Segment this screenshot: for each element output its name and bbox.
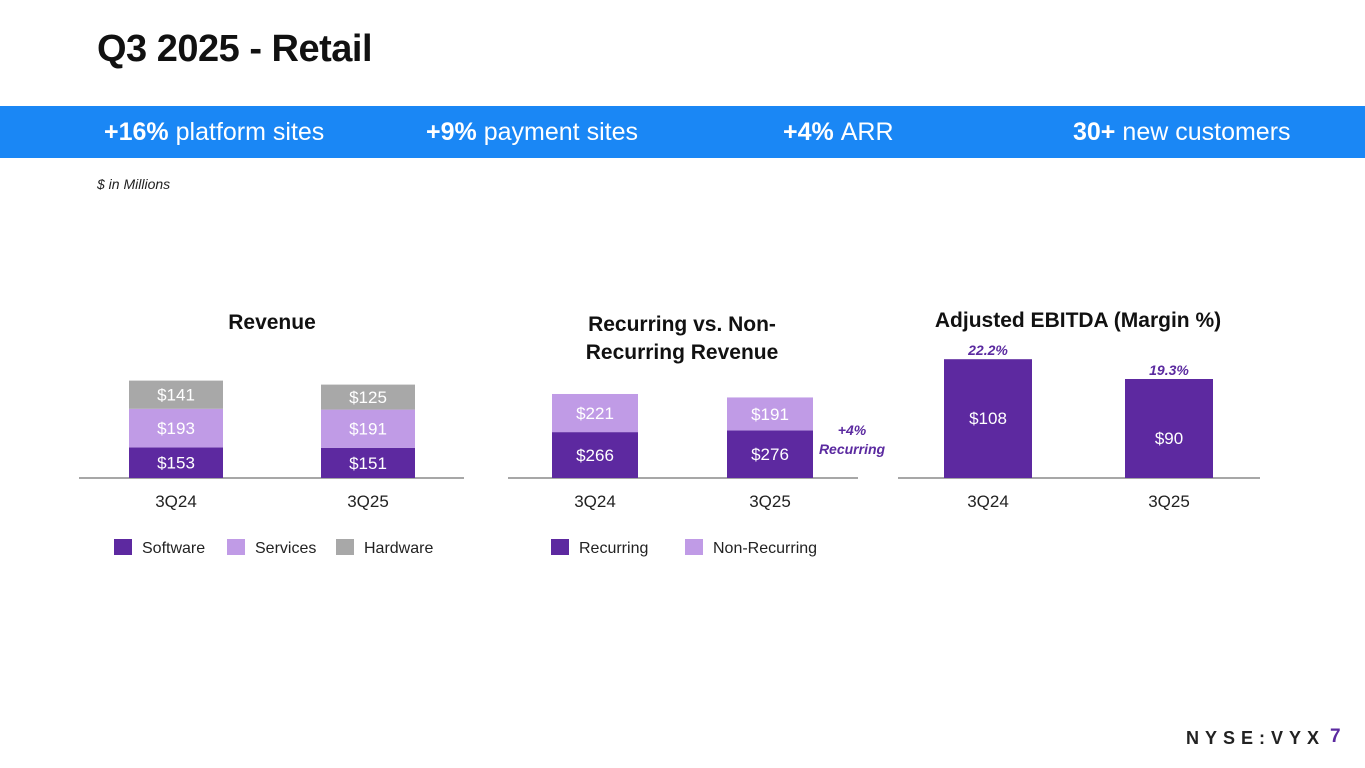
data-label: $193 (157, 419, 195, 438)
stat-value: 30+ (1073, 118, 1116, 146)
bar-segment-services (129, 408, 223, 448)
bar-segment-recurring (727, 430, 813, 478)
exchange-ticker: NYSE:VYX (1186, 728, 1326, 748)
x-tick-label: 3Q24 (967, 492, 1009, 511)
bar-ebitda (944, 359, 1032, 478)
legend-swatch-services (227, 539, 245, 555)
legend-label: Software (142, 540, 206, 557)
recurring-chart-title-line2: Recurring Revenue (585, 341, 779, 364)
bar-segment-software (129, 447, 223, 478)
data-label: $90 (1155, 429, 1183, 448)
stat-label: new customers (1122, 118, 1291, 146)
page-title: Q3 2025 - Retail (97, 28, 373, 70)
bar-segment-recurring (552, 432, 638, 478)
stat-label: platform sites (175, 118, 325, 146)
bar-segment-non-recurring (552, 393, 638, 433)
legend-swatch-recurring (551, 539, 569, 555)
data-label: $266 (576, 446, 614, 465)
legend-label: Non-Recurring (713, 540, 818, 557)
stat-payment-sites: +9% payment sites (426, 106, 638, 158)
legend-software: Software (114, 539, 205, 559)
stat-value: +16% (104, 118, 169, 146)
stat-new-customers: 30+ new customers (1073, 106, 1291, 158)
data-label: $191 (349, 420, 387, 439)
data-label: $125 (349, 388, 387, 407)
revenue-chart-title: Revenue (228, 311, 316, 334)
bar-segment-software (321, 447, 415, 478)
bar-ebitda (1125, 379, 1213, 478)
margin-label: 19.3% (1149, 362, 1189, 378)
units-note: $ in Millions (97, 176, 171, 192)
x-tick-label: 3Q24 (155, 492, 197, 511)
legend-recurring: Recurring (551, 539, 648, 559)
x-tick-label: 3Q24 (574, 492, 616, 511)
bar-segment-services (321, 409, 415, 448)
legend-swatch-software (114, 539, 132, 555)
x-tick-label: 3Q25 (749, 492, 791, 511)
annotation-growth: +4% (838, 422, 867, 438)
stat-platform-sites: +16% platform sites (104, 106, 324, 158)
stat-arr: +4% ARR (783, 106, 894, 158)
page-number: 7 (1330, 726, 1341, 747)
data-label: $153 (157, 454, 195, 473)
data-label: $108 (969, 409, 1007, 428)
legend-swatch-hardware (336, 539, 354, 555)
recurring-chart-title: Recurring vs. Non- Recurring Revenue (552, 311, 812, 367)
stat-label: ARR (840, 118, 894, 146)
legend-services: Services (227, 539, 316, 559)
margin-label: 22.2% (967, 342, 1008, 358)
recurring-chart-title-line1: Recurring vs. Non- (588, 313, 776, 336)
bar-segment-non-recurring (727, 397, 813, 431)
data-label: $221 (576, 404, 614, 423)
annotation-label: Recurring (819, 441, 886, 457)
stat-label: payment sites (483, 118, 638, 146)
ebitda-chart-title: Adjusted EBITDA (Margin %) (934, 309, 1222, 332)
legend-label: Services (255, 540, 317, 557)
legend-hardware: Hardware (336, 539, 433, 559)
x-tick-label: 3Q25 (347, 492, 389, 511)
stat-value: +4% (783, 118, 834, 146)
legend-label: Hardware (364, 540, 434, 557)
data-label: $276 (751, 445, 789, 464)
stat-value: +9% (426, 118, 477, 146)
legend-label: Recurring (579, 540, 649, 557)
bar-segment-hardware (321, 384, 415, 410)
data-label: $191 (751, 405, 789, 424)
highlights-banner: +16% platform sites +9% payment sites +4% A… (0, 106, 1365, 158)
x-tick-label: 3Q25 (1148, 492, 1190, 511)
data-label: $151 (349, 454, 387, 473)
data-label: $141 (157, 386, 195, 405)
legend-swatch-non-recurring (685, 539, 703, 555)
bar-segment-hardware (129, 380, 223, 409)
legend-non-recurring: Non-Recurring (685, 539, 817, 559)
